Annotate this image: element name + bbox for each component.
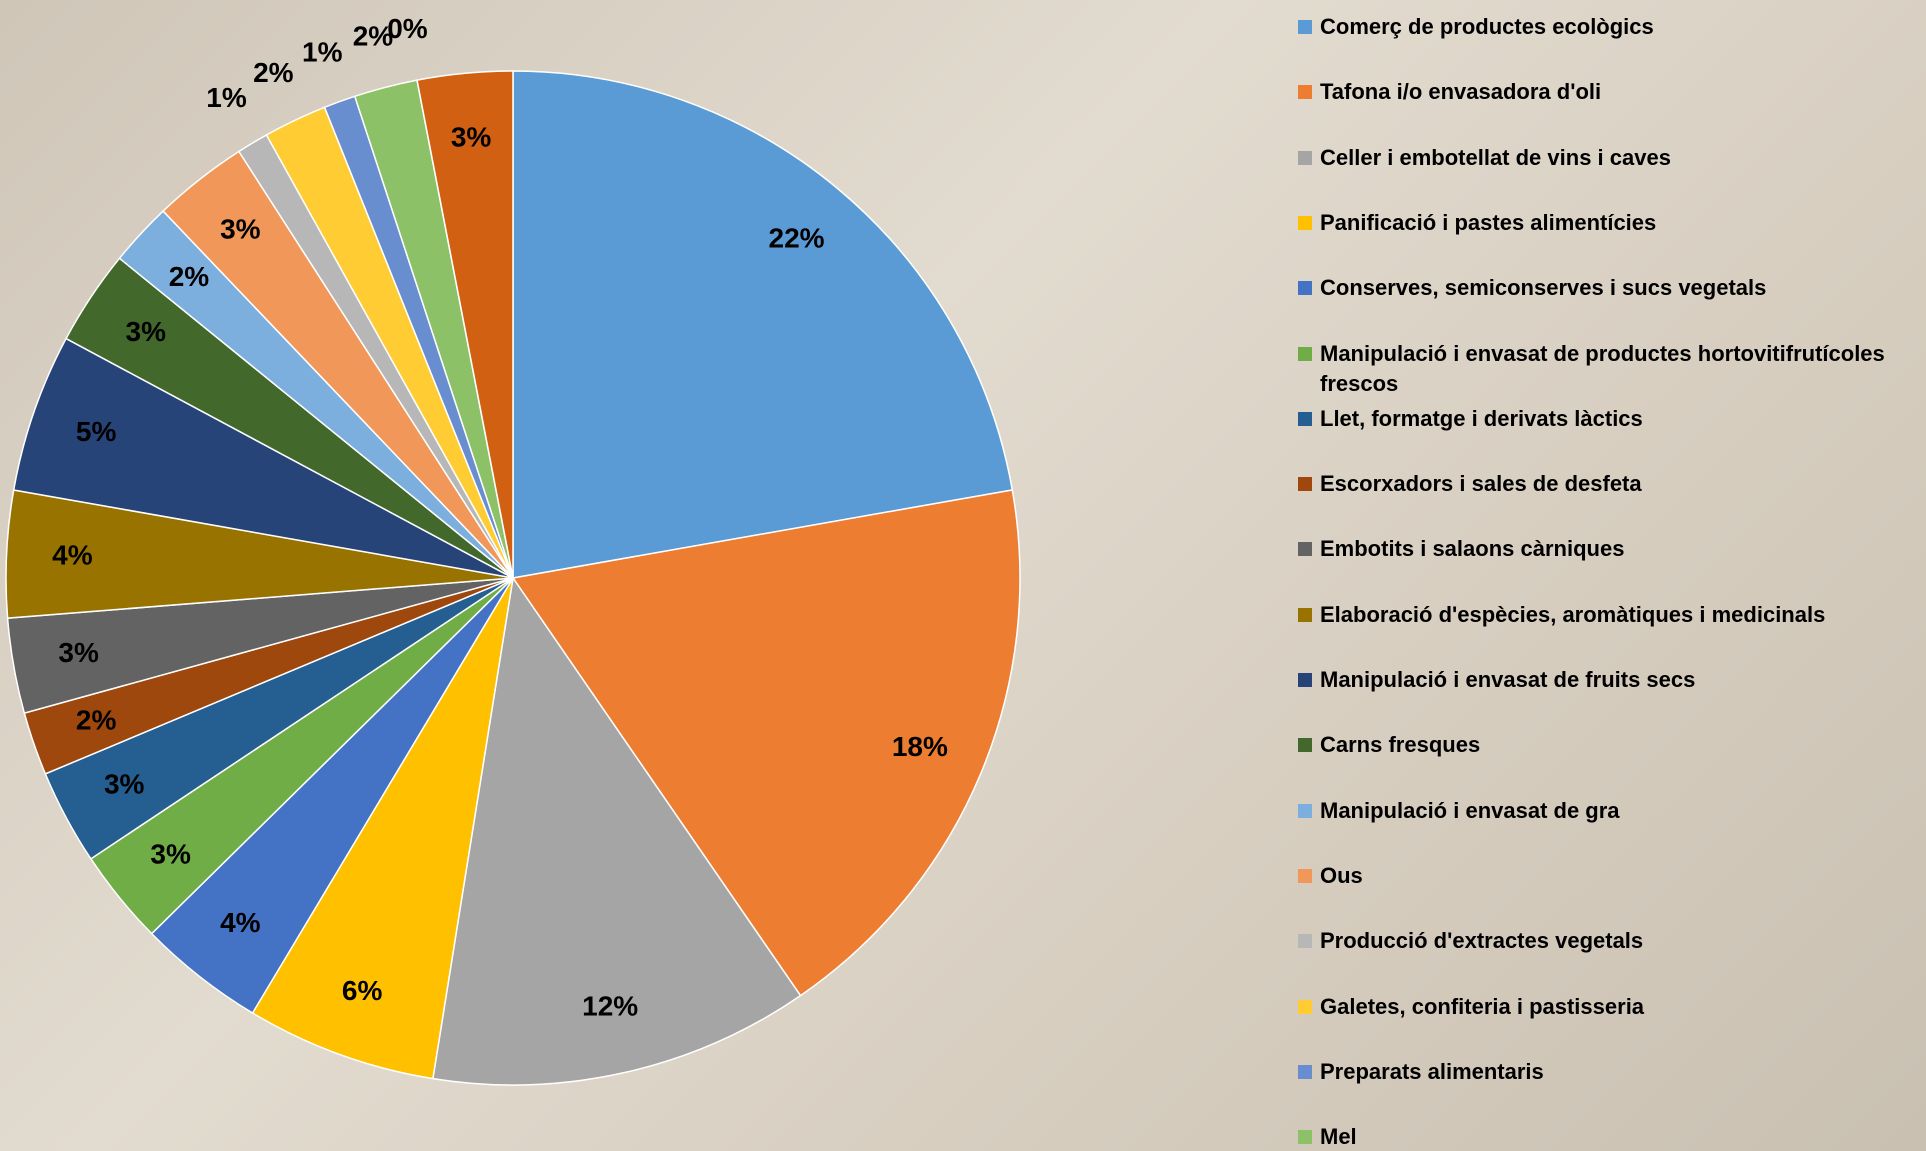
data-label: 3% [451, 121, 492, 152]
data-label: 3% [104, 769, 145, 800]
legend-swatch [1298, 542, 1312, 557]
data-label: 3% [150, 839, 191, 870]
legend-entry: Galetes, confiteria i pastisseria [1298, 992, 1644, 1022]
pie-slice [511, 489, 1021, 997]
legend-label: Carns fresques [1320, 732, 1481, 758]
pie-slice [432, 576, 802, 1086]
legend-label: Preparats alimentaris [1320, 1058, 1544, 1084]
data-label: 0% [387, 13, 428, 44]
legend-entry: Producció d'extractes vegetals [1298, 926, 1643, 956]
legend-entry: Ous [1298, 861, 1363, 891]
legend-entry: Mel [1298, 1122, 1357, 1151]
data-label: 3% [220, 214, 261, 245]
legend-swatch [1298, 1130, 1312, 1145]
data-label: 2% [169, 261, 210, 292]
data-label: 1% [206, 82, 247, 113]
legend-label: Comerç de productes ecològics [1320, 14, 1654, 39]
legend-label: Manipulació i envasat de gra [1320, 797, 1620, 823]
data-label: 12% [582, 991, 638, 1022]
legend-swatch [1298, 281, 1312, 296]
legend-entry: Panificació i pastes alimentícies [1298, 208, 1656, 238]
legend-swatch [1298, 803, 1312, 818]
legend-swatch [1298, 411, 1312, 426]
legend-swatch [1298, 607, 1312, 622]
data-label: 5% [76, 416, 117, 447]
pie-slice [416, 70, 514, 579]
legend-entry: Preparats alimentaris [1298, 1057, 1544, 1087]
legend-swatch [1298, 477, 1312, 492]
legend-entry: Conserves, semiconserves i sucs vegetals [1298, 273, 1766, 303]
legend-label: Tafona i/o envasadora d'oli [1320, 79, 1602, 105]
data-label: 18% [892, 731, 948, 762]
data-label: 3% [58, 637, 99, 668]
legend-entry: Embotits i salaons càrniques [1298, 534, 1624, 564]
legend-label: Celler i embotellat de vins i caves [1320, 144, 1671, 170]
legend-entry: Manipulació i envasat de fruits secs [1298, 665, 1695, 695]
legend-label: Embotits i salaons càrniques [1320, 536, 1625, 562]
data-label: 4% [52, 539, 93, 570]
legend-swatch [1298, 738, 1312, 753]
data-label: 2% [253, 57, 294, 88]
legend-label: Manipulació i envasat de fruits secs [1320, 667, 1696, 692]
legend-swatch [1298, 868, 1312, 883]
legend-swatch [1298, 85, 1312, 100]
data-label: 6% [342, 975, 383, 1006]
legend-entry: Celler i embotellat de vins i caves [1298, 143, 1671, 173]
legend-swatch [1298, 346, 1312, 361]
legend-swatch [1298, 673, 1312, 687]
legend-entry: Tafona i/o envasadora d'oli [1298, 77, 1601, 107]
legend-entry: Manipulació i envasat de productes horto… [1298, 339, 1920, 399]
pie-slice [512, 70, 1014, 579]
legend-label: Panificació i pastes alimentícies [1320, 209, 1657, 235]
legend-label: Mel [1320, 1124, 1357, 1150]
legend-label: Manipulació i envasat de productes horto… [1320, 340, 1885, 396]
data-label: 2% [76, 705, 117, 736]
legend-label: Conserves, semiconserves i sucs vegetals [1320, 275, 1767, 301]
pie-slice [251, 577, 514, 1080]
legend-label: Elaboració d'espècies, aromàtiques i med… [1320, 601, 1826, 627]
legend-entry: Manipulació i envasat de gra [1298, 796, 1620, 826]
data-label: 2% [353, 21, 394, 52]
legend-label: Llet, formatge i derivats làctics [1320, 405, 1643, 431]
legend-swatch [1298, 150, 1312, 165]
legend-label: Galetes, confiteria i pastisseria [1320, 993, 1645, 1019]
legend-entry: Comerç de productes ecològics [1298, 12, 1654, 42]
legend-entry: Carns fresques [1298, 730, 1480, 760]
legend-swatch [1298, 215, 1312, 230]
legend-swatch [1298, 20, 1312, 34]
legend-swatch [1298, 1064, 1312, 1079]
data-label: 1% [302, 36, 343, 67]
data-label: 4% [220, 907, 261, 938]
legend-swatch [1298, 934, 1312, 949]
pie-slice [12, 337, 514, 579]
legend-label: Ous [1320, 862, 1363, 888]
data-label: 22% [769, 222, 825, 253]
legend-entry: Llet, formatge i derivats làctics [1298, 404, 1643, 434]
legend-swatch [1298, 999, 1312, 1014]
legend-entry: Escorxadors i sales de desfeta [1298, 469, 1642, 499]
legend-entry: Elaboració d'espècies, aromàtiques i med… [1298, 600, 1825, 630]
legend-label: Escorxadors i sales de desfeta [1320, 471, 1642, 497]
data-label: 3% [126, 316, 167, 347]
legend-label: Producció d'extractes vegetals [1320, 928, 1644, 954]
